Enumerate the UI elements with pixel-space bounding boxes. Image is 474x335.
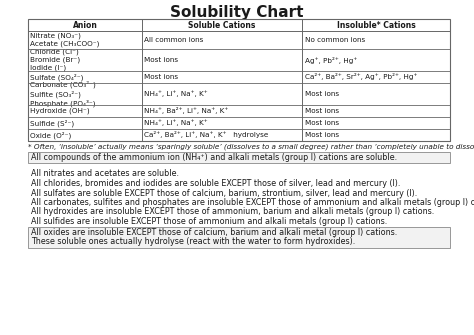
Text: Ca²⁺, Ba²⁺, Li⁺, Na⁺, K⁺   hydrolyse: Ca²⁺, Ba²⁺, Li⁺, Na⁺, K⁺ hydrolyse — [145, 132, 269, 138]
Text: NH₄⁺, Li⁺, Na⁺, K⁺: NH₄⁺, Li⁺, Na⁺, K⁺ — [145, 120, 208, 126]
Text: Chloride (Cl⁻)
Bromide (Br⁻)
Iodide (I⁻): Chloride (Cl⁻) Bromide (Br⁻) Iodide (I⁻) — [30, 49, 81, 71]
Bar — [28, 227, 450, 248]
Text: * Often, ‘insoluble’ actually means ‘sparingly soluble’ (dissolves to a small de: * Often, ‘insoluble’ actually means ‘spa… — [28, 143, 474, 150]
Bar — [28, 152, 450, 162]
Text: Solubility Chart: Solubility Chart — [170, 5, 304, 20]
Text: All carbonates, sulfites and phosphates are insoluble EXCEPT those of ammonium a: All carbonates, sulfites and phosphates … — [31, 198, 474, 207]
Text: Oxide (O²⁻): Oxide (O²⁻) — [30, 131, 72, 139]
Text: All sulfides are insoluble EXCEPT those of ammonium and alkali metals (group I) : All sulfides are insoluble EXCEPT those … — [31, 217, 387, 226]
Text: Hydroxide (OH⁻): Hydroxide (OH⁻) — [30, 108, 90, 114]
Text: NH₄⁺, Li⁺, Na⁺, K⁺: NH₄⁺, Li⁺, Na⁺, K⁺ — [145, 91, 208, 97]
Text: NH₄⁺, Ba²⁺, Li⁺, Na⁺, K⁺: NH₄⁺, Ba²⁺, Li⁺, Na⁺, K⁺ — [145, 108, 228, 115]
Text: All common ions: All common ions — [145, 37, 204, 43]
Text: Carbonate (CO₃²⁻)
Sulfite (SO₃²⁻)
Phosphate (PO₄³⁻): Carbonate (CO₃²⁻) Sulfite (SO₃²⁻) Phosph… — [30, 81, 96, 107]
Text: Most ions: Most ions — [305, 108, 339, 114]
Text: Most ions: Most ions — [145, 74, 179, 80]
Bar — [28, 19, 450, 141]
Text: All chlorides, bromides and iodides are soluble EXCEPT those of silver, lead and: All chlorides, bromides and iodides are … — [31, 179, 401, 188]
Text: All sulfates are soluble EXCEPT those of calcium, barium, strontium, silver, lea: All sulfates are soluble EXCEPT those of… — [31, 189, 417, 198]
Text: Ag⁺, Pb²⁺, Hg⁺: Ag⁺, Pb²⁺, Hg⁺ — [305, 57, 357, 64]
Text: Most ions: Most ions — [305, 91, 339, 97]
Text: Sulfate (SO₄²⁻): Sulfate (SO₄²⁻) — [30, 73, 84, 81]
Text: Most ions: Most ions — [305, 120, 339, 126]
Text: Anion: Anion — [73, 20, 98, 29]
Text: All compounds of the ammonium ion (NH₄⁺) and alkali metals (group I) cations are: All compounds of the ammonium ion (NH₄⁺)… — [31, 153, 397, 162]
Text: Insoluble* Cations: Insoluble* Cations — [337, 20, 416, 29]
Text: Most ions: Most ions — [145, 57, 179, 63]
Text: Ca²⁺, Ba²⁺, Sr²⁺, Ag⁺, Pb²⁺, Hg⁺: Ca²⁺, Ba²⁺, Sr²⁺, Ag⁺, Pb²⁺, Hg⁺ — [305, 73, 417, 80]
Text: Soluble Cations: Soluble Cations — [189, 20, 256, 29]
Text: Sulfide (S²⁻): Sulfide (S²⁻) — [30, 119, 74, 127]
Text: All nitrates and acetates are soluble.: All nitrates and acetates are soluble. — [31, 170, 179, 179]
Text: Nitrate (NO₃⁻)
Acetate (CH₃COO⁻): Nitrate (NO₃⁻) Acetate (CH₃COO⁻) — [30, 33, 100, 47]
Text: No common ions: No common ions — [305, 37, 365, 43]
Text: Most ions: Most ions — [305, 132, 339, 138]
Text: These soluble ones actually hydrolyse (react with the water to form hydroxides).: These soluble ones actually hydrolyse (r… — [31, 238, 355, 247]
Text: All oxides are insoluble EXCEPT those of calcium, barium and alkali metal (group: All oxides are insoluble EXCEPT those of… — [31, 228, 397, 238]
Text: All hydroxides are insoluble EXCEPT those of ammonium, barium and alkali metals : All hydroxides are insoluble EXCEPT thos… — [31, 207, 434, 216]
